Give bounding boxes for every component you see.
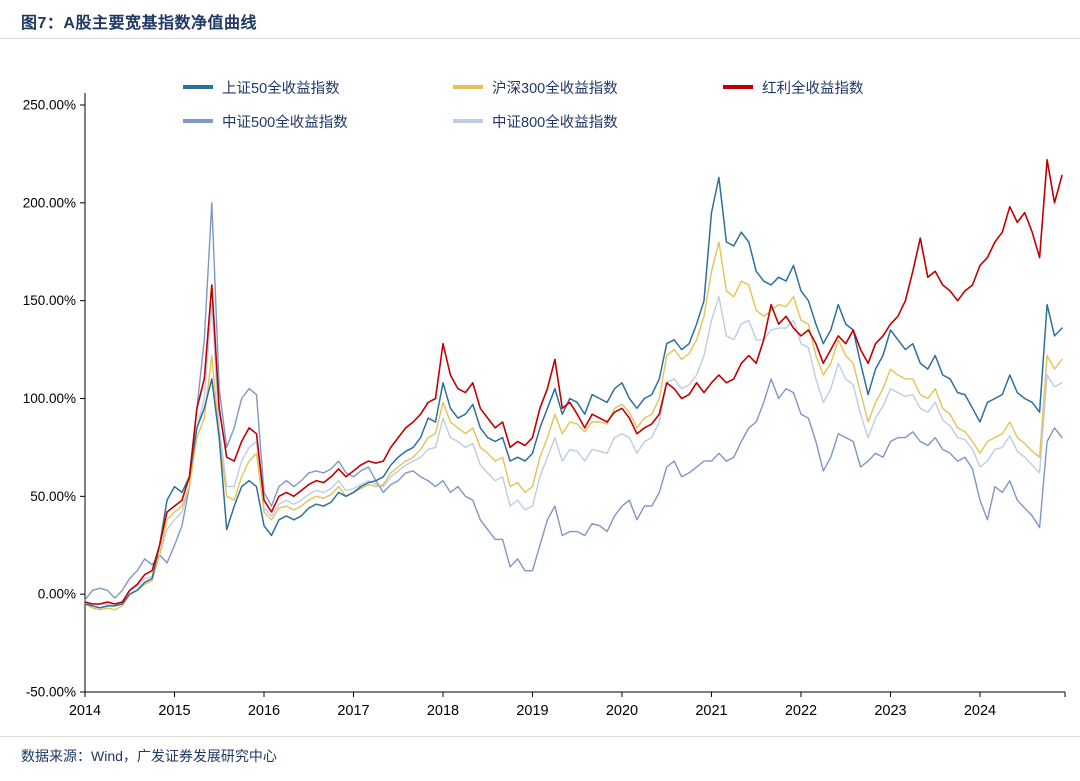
legend-line-swatch (183, 85, 213, 89)
legend-item-5: 中证800全收益指数 (453, 109, 723, 133)
legend-label: 上证50全收益指数 (222, 80, 340, 97)
y-tick-label: 200.00% (23, 195, 76, 210)
legend-label: 沪深300全收益指数 (492, 80, 618, 97)
x-tick-label: 2018 (427, 703, 459, 719)
legend-line-swatch (183, 119, 213, 123)
series-line-3 (84, 159, 1063, 605)
y-tick-label: 150.00% (23, 293, 76, 308)
x-tick-label: 2023 (874, 703, 906, 719)
y-tick-label: 50.00% (30, 489, 76, 504)
x-tick-label: 2020 (606, 703, 638, 719)
x-tick-label: 2019 (516, 703, 548, 719)
title-divider (0, 38, 1080, 39)
chart-legend: 上证50全收益指数 沪深300全收益指数 红利全收益指数中证500全收益指数 中证80… (183, 75, 993, 133)
series-line-1 (84, 176, 1063, 609)
legend-label: 中证500全收益指数 (222, 114, 348, 131)
x-tick-label: 2024 (964, 703, 996, 719)
series-line-4 (84, 202, 1063, 601)
legend-label: 中证800全收益指数 (492, 114, 618, 131)
x-tick-label: 2021 (695, 703, 727, 719)
y-tick-label: 0.00% (38, 587, 76, 602)
data-source: 数据来源：Wind，广发证券发展研究中心 (21, 748, 277, 764)
line-chart: 250.00% 200.00% 150.00% 100.00% 50.00% 0.00% -… (23, 93, 1066, 719)
x-tick-label: 2014 (69, 703, 101, 719)
x-tick-label: 2016 (248, 703, 280, 719)
footer-divider (0, 736, 1080, 737)
legend-item-3: 红利全收益指数 (723, 75, 993, 99)
legend-line-swatch (723, 85, 753, 89)
figure-title: 图7：A股主要宽基指数净值曲线 (21, 15, 257, 32)
legend-line-swatch (453, 119, 483, 123)
x-tick-label: 2017 (337, 703, 369, 719)
series-line-2 (84, 241, 1063, 611)
legend-item-4: 中证500全收益指数 (183, 109, 453, 133)
x-tick-label: 2022 (785, 703, 817, 719)
y-tick-label: 250.00% (23, 98, 76, 113)
legend-item-2: 沪深300全收益指数 (453, 75, 723, 99)
y-tick-label: -50.00% (26, 685, 76, 700)
legend-line-swatch (453, 85, 483, 89)
legend-label: 红利全收益指数 (762, 80, 864, 97)
y-tick-label: 100.00% (23, 391, 76, 406)
legend-item-1: 上证50全收益指数 (183, 75, 453, 99)
series-line-5 (84, 296, 1063, 607)
x-tick-label: 2015 (158, 703, 190, 719)
